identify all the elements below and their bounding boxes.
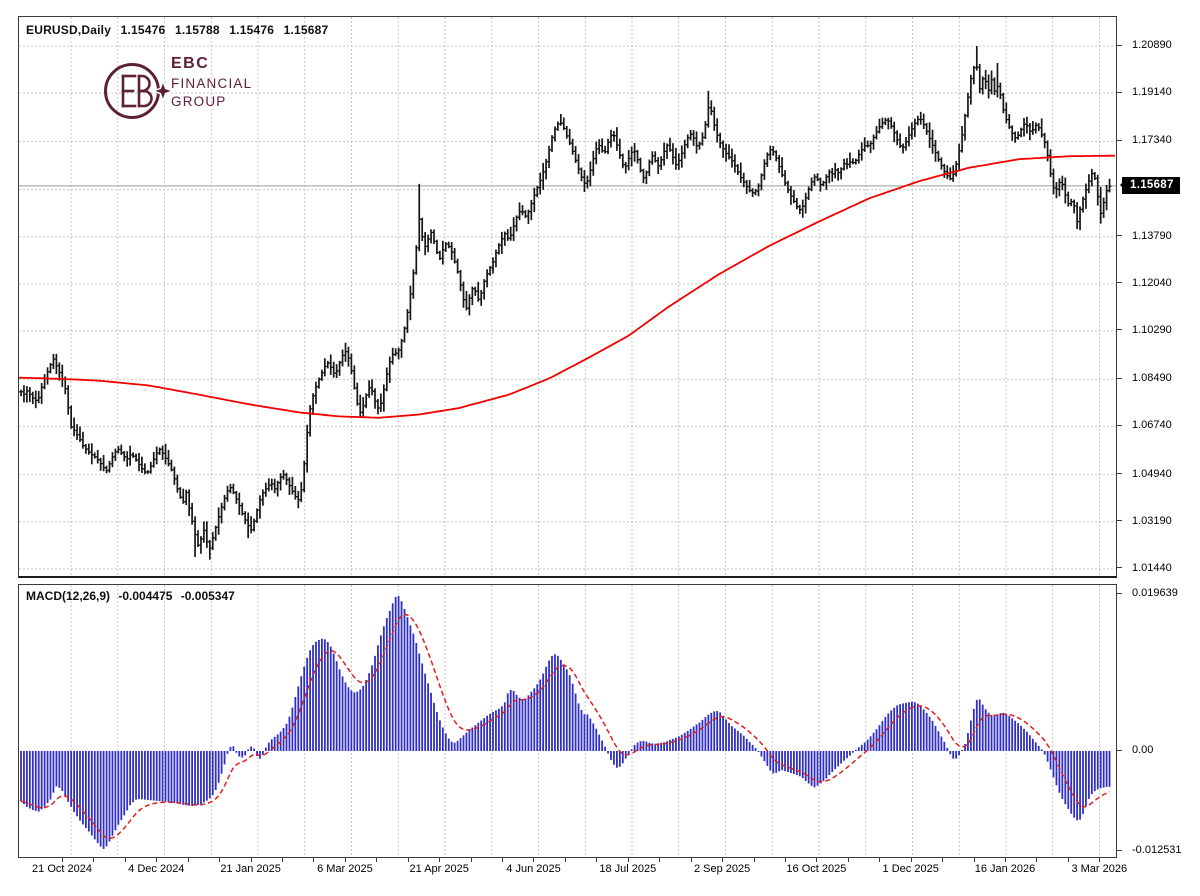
logo-text-ebc: EBC	[171, 55, 210, 72]
time-axis-tick	[250, 858, 252, 862]
price-axis-tick	[1117, 235, 1122, 237]
price-chart-canvas	[19, 17, 1116, 575]
date-label: 4 Jun 2025	[506, 863, 561, 875]
time-axis-tick	[753, 858, 755, 862]
quote-line: EURUSD,Daily 1.15476 1.15788 1.15476 1.1…	[26, 23, 334, 37]
date-label: 21 Apr 2025	[409, 863, 469, 875]
time-axis-tick	[690, 858, 692, 862]
time-axis-tick	[659, 858, 661, 862]
price-axis-tick	[1117, 44, 1122, 46]
time-axis-tick	[533, 858, 535, 862]
quote-close: 1.15687	[283, 23, 329, 37]
price-axis-label: 1.06740	[1132, 419, 1172, 432]
date-label: 1 Dec 2025	[882, 863, 939, 875]
price-axis-tick	[1117, 282, 1122, 284]
time-axis-tick	[93, 858, 95, 862]
date-label: 21 Oct 2024	[32, 863, 92, 875]
price-axis-label: 1.03190	[1132, 514, 1172, 527]
time-axis-tick	[502, 858, 504, 862]
macd-title: MACD(12,26,9)	[26, 589, 111, 603]
time-axis-tick	[879, 858, 881, 862]
price-axis-tick	[1117, 424, 1122, 426]
time-axis-tick	[910, 858, 912, 862]
price-axis-tick	[1117, 91, 1122, 93]
time-axis-tick	[1099, 858, 1101, 862]
time-axis-tick	[124, 858, 126, 862]
macd-axis-tick	[1117, 849, 1122, 851]
quote-open: 1.15476	[120, 23, 166, 37]
time-axis-tick	[942, 858, 944, 862]
time-axis-tick	[62, 858, 63, 862]
macd-axis-tick	[1117, 592, 1122, 594]
date-label: 2 Sep 2025	[693, 863, 751, 875]
date-label: 6 Mar 2025	[317, 863, 373, 875]
macd-axis-tick	[1117, 749, 1122, 751]
time-axis-tick	[627, 858, 629, 862]
time-axis-tick	[784, 858, 786, 862]
price-axis-label: 1.01440	[1132, 561, 1172, 574]
price-axis-tick	[1117, 377, 1122, 379]
price-axis-label: 1.10290	[1132, 323, 1172, 336]
time-axis-tick	[564, 858, 566, 862]
date-label: 4 Dec 2024	[128, 863, 185, 875]
macd-main-value: -0.004475	[118, 589, 173, 603]
time-axis-tick	[439, 858, 441, 862]
time-axis-tick	[1067, 858, 1069, 862]
price-axis-tick	[1117, 139, 1122, 141]
time-axis-tick	[187, 858, 189, 862]
price-chart-pane[interactable]: EURUSD,Daily 1.15476 1.15788 1.15476 1.1…	[18, 16, 1117, 578]
quote-high: 1.15788	[174, 23, 220, 37]
time-axis-tick	[376, 858, 378, 862]
current-price-tag: 1.15687	[1120, 176, 1180, 194]
price-axis-tick	[1117, 567, 1122, 569]
time-axis-tick	[219, 858, 221, 862]
macd-signal-value: -0.005347	[180, 589, 235, 603]
time-axis-tick	[470, 858, 472, 862]
price-axis-tick	[1117, 329, 1122, 331]
time-axis-tick	[816, 858, 818, 862]
time-axis-tick	[596, 858, 598, 862]
price-axis-label: 1.13790	[1132, 229, 1172, 242]
price-axis-label: 1.17340	[1132, 134, 1172, 147]
time-axis-tick	[282, 858, 284, 862]
macd-axis-label: 0.00	[1132, 744, 1154, 756]
price-axis-label: 1.08490	[1132, 372, 1172, 385]
time-axis-tick	[847, 858, 849, 862]
sparkle-icon	[150, 78, 176, 104]
macd-canvas	[20, 585, 1111, 857]
quote-low: 1.15476	[229, 23, 275, 37]
price-axis-label: 1.20890	[1132, 39, 1172, 51]
time-axis-tick	[973, 858, 975, 862]
macd-header: MACD(12,26,9) -0.004475 -0.005347	[26, 589, 240, 603]
date-label: 21 Jan 2025	[220, 863, 281, 875]
date-label: 3 Mar 2026	[1071, 863, 1128, 875]
current-price-value: 1.15687	[1130, 178, 1174, 191]
price-axis-tick	[1117, 473, 1122, 475]
logo-text-group: GROUP	[171, 93, 227, 109]
date-label: 16 Jan 2026	[974, 863, 1036, 875]
time-axis-tick	[313, 858, 315, 862]
date-label: 16 Oct 2025	[786, 863, 847, 875]
ebc-logo: EBC FINANCIAL GROUP	[51, 53, 311, 131]
time-axis-tick	[1004, 858, 1006, 862]
price-axis-label: 1.04940	[1132, 467, 1172, 480]
date-label: 18 Jul 2025	[599, 863, 657, 875]
price-axis-tick	[1117, 520, 1122, 522]
price-axis-label: 1.19140	[1132, 86, 1172, 99]
macd-axis-label: -0.012531	[1132, 844, 1182, 857]
symbol-timeframe: EURUSD,Daily	[26, 23, 112, 37]
macd-pane[interactable]: MACD(12,26,9) -0.004475 -0.005347	[18, 584, 1117, 858]
time-axis-tick	[156, 858, 158, 862]
time-axis-tick	[407, 858, 409, 862]
macd-axis-label: 0.019639	[1132, 587, 1178, 599]
logo-text-financial: FINANCIAL	[171, 76, 253, 91]
ebc-logo-icon	[104, 63, 176, 119]
time-axis-tick	[344, 858, 346, 862]
time-axis-tick	[1036, 858, 1038, 862]
price-axis-label: 1.12040	[1132, 276, 1172, 289]
time-axis-tick	[722, 858, 724, 862]
